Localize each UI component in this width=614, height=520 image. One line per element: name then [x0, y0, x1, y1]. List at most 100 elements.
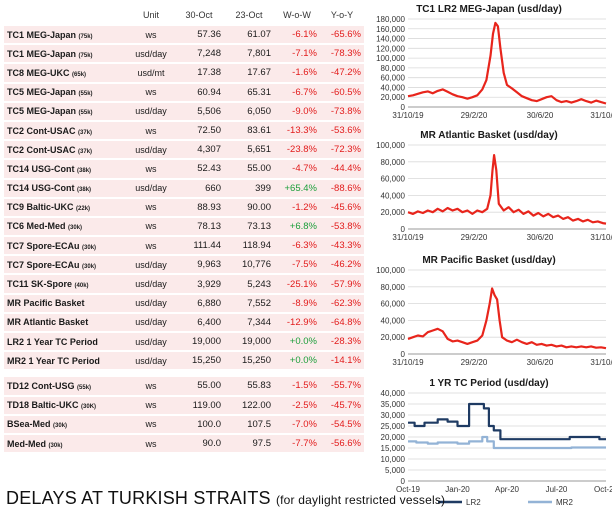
- chart-plot: 020,00040,00060,00080,000100,000120,0001…: [376, 15, 614, 120]
- current-value-cell: 3,929: [174, 275, 224, 295]
- wow-cell: -7.7%: [274, 434, 320, 455]
- route-name: TC8 MEG-UKC: [7, 67, 70, 78]
- table-row: TC2 Cont-USAC (37k) ws 72.50 83.61 -13.3% -53…: [4, 121, 364, 142]
- yoy-cell: -60.5%: [320, 83, 364, 103]
- route-name: TC14 USG-Cont: [7, 183, 75, 194]
- wow-cell: -6.7%: [274, 83, 320, 103]
- legend-label: LR2: [466, 498, 481, 507]
- vessel-size: (30K): [81, 404, 97, 411]
- wow-cell: -1.6%: [274, 64, 320, 84]
- chart-plot: 0 5,000 10,000 15,000 20,000 25,000 30,000 35,0…: [381, 389, 614, 507]
- yoy-cell: -55.7%: [320, 377, 364, 397]
- previous-value-cell: 17.67: [224, 64, 274, 84]
- x-tick-label: Jul-20: [546, 485, 568, 494]
- route-cell: TC1 MEG-Japan (75k): [4, 45, 128, 65]
- y-tick-label: 35,000: [381, 400, 406, 409]
- previous-value-cell: 19,000: [224, 333, 274, 353]
- route-cell: TC14 USG-Cont (38k): [4, 179, 128, 199]
- y-tick-label: 140,000: [376, 35, 405, 44]
- x-tick-label: 30/6/20: [527, 233, 554, 242]
- route-cell: TD18 Baltic-UKC (30K): [4, 396, 128, 416]
- wow-cell: -4.7%: [274, 160, 320, 180]
- previous-value-cell: 90.00: [224, 198, 274, 218]
- route-name: Med-Med: [7, 438, 46, 449]
- route-cell: TC7 Spore-ECAu (30k): [4, 256, 128, 276]
- y-tick-label: 100,000: [376, 141, 405, 150]
- unit-cell: usd/day: [128, 275, 174, 295]
- current-value-cell: 660: [174, 179, 224, 199]
- current-value-cell: 60.94: [174, 83, 224, 103]
- chart-tc1-lr2: TC1 LR2 MEG-Japan (usd/day) 0 20,000 40,00…: [366, 4, 614, 126]
- yoy-cell: -45.6%: [320, 198, 364, 218]
- series-line-0: [407, 287, 607, 350]
- route-cell: MR2 1 Year TC Period: [4, 352, 128, 372]
- yoy-cell: -14.1%: [320, 352, 364, 372]
- route-cell: Med-Med (30k): [4, 434, 128, 455]
- y-tick-label: 60,000: [381, 74, 406, 83]
- vessel-size: (30k): [82, 263, 97, 270]
- x-tick-label: 29/2/20: [461, 111, 488, 120]
- yoy-cell: -64.8%: [320, 313, 364, 333]
- route-name: TC9 Baltic-UKC: [7, 202, 74, 213]
- wow-header: W-o-W: [283, 10, 311, 20]
- table-row: TC11 SK-Spore (40k) usd/day 3,929 5,243 -25.…: [4, 275, 364, 295]
- y-tick-label: 25,000: [381, 422, 406, 431]
- route-cell: TC9 Baltic-UKC (22k): [4, 198, 128, 218]
- table-group-gap: [4, 371, 364, 378]
- current-value-cell: 6,880: [174, 294, 224, 314]
- table-row: TC14 USG-Cont (38k) ws 52.43 55.00 -4.7% -44.…: [4, 160, 364, 180]
- wow-cell: +0.0%: [274, 333, 320, 353]
- unit-cell: ws: [128, 198, 174, 218]
- y-tick-label: 0: [401, 103, 406, 112]
- y-tick-label: 10,000: [381, 455, 406, 464]
- vessel-size: (30k): [53, 423, 68, 430]
- x-tick-label: 31/10/19: [392, 233, 424, 242]
- route-name: TC2 Cont-USAC: [7, 144, 76, 155]
- current-value-cell: 9,963: [174, 256, 224, 276]
- route-cell: TC11 SK-Spore (40k): [4, 275, 128, 295]
- table-row: MR2 1 Year TC Period usd/day 15,250 15,250…: [4, 352, 364, 372]
- y-tick-label: 80,000: [381, 64, 406, 73]
- route-cell: TD12 Cont-USG (55k): [4, 377, 128, 397]
- table-row: TC8 MEG-UKC (65k) usd/mt 17.38 17.67 -1.6% -4…: [4, 64, 364, 84]
- y-tick-label: 20,000: [381, 433, 406, 442]
- vessel-size: (38k): [77, 167, 92, 174]
- y-tick-label: 100,000: [376, 266, 405, 275]
- route-name: TC5 MEG-Japan: [7, 87, 77, 98]
- route-name: TC14 USG-Cont: [7, 163, 75, 174]
- rates-table: Unit 30-Oct 23-Oct W-o-W Y-o-Y TC1 MEG-J…: [4, 4, 364, 455]
- table-row: MR Pacific Basket usd/day 6,880 7,552 -8.9%…: [4, 294, 364, 314]
- current-value-cell: 78.13: [174, 217, 224, 238]
- table-row: TD12 Cont-USG (55k) ws 55.00 55.83 -1.5% -55.…: [4, 377, 364, 397]
- current-value-cell: 52.43: [174, 160, 224, 180]
- chart-mr-atlantic: MR Atlantic Basket (usd/day) 0 20,000 40,0…: [366, 130, 614, 248]
- route-cell: TC14 USG-Cont (38k): [4, 160, 128, 180]
- vessel-size: (30k): [68, 225, 83, 232]
- yoy-cell: -47.2%: [320, 64, 364, 84]
- unit-cell: ws: [128, 396, 174, 416]
- vessel-size: (75k): [78, 52, 93, 59]
- route-cell: MR Atlantic Basket: [4, 313, 128, 333]
- yoy-cell: -56.6%: [320, 434, 364, 455]
- wow-cell: -6.3%: [274, 237, 320, 257]
- previous-value-cell: 5,243: [224, 275, 274, 295]
- chart-plot: 0 20,000 40,000 60,000 80,000 100,000 31/10/19…: [376, 266, 614, 367]
- table-row: TC14 USG-Cont (38k) usd/day 660 399 +65.4% -8…: [4, 179, 364, 199]
- x-tick-label: 31/10/19: [392, 111, 424, 120]
- route-header: [4, 4, 128, 26]
- y-tick-label: 20,000: [381, 333, 406, 342]
- y-tick-label: 100,000: [376, 54, 405, 63]
- route-cell: TC5 MEG-Japan (55k): [4, 83, 128, 103]
- yoy-cell: -65.6%: [320, 26, 364, 46]
- y-tick-label: 60,000: [381, 175, 406, 184]
- unit-cell: ws: [128, 83, 174, 103]
- x-tick-label: Oct-20: [594, 485, 612, 494]
- wow-cell: +6.8%: [274, 217, 320, 238]
- current-value-cell: 7,248: [174, 45, 224, 65]
- unit-cell: ws: [128, 434, 174, 455]
- route-name: TC6 Med-Med: [7, 221, 66, 232]
- previous-value-cell: 55.00: [224, 160, 274, 180]
- vessel-size: (37k): [78, 129, 93, 136]
- vessel-size: (38k): [77, 187, 92, 194]
- yoy-cell: -44.4%: [320, 160, 364, 180]
